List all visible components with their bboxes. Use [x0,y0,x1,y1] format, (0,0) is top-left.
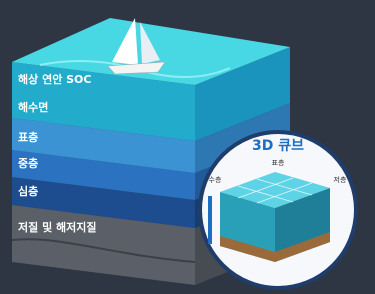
layer-label: 심층 [18,184,38,198]
layer-label: 표층 [18,130,38,144]
cube-top-label: 표층 [272,158,285,167]
cube-right-label: 저층 [334,175,347,184]
cube-title: 3D 큐브 [252,138,304,154]
layer-label: 중층 [18,156,38,170]
layer-label: 저질 및 해저지질 [18,220,97,234]
soc-label: 해상 연안 SOC [18,72,92,86]
layer-label: 해수면 [18,100,48,114]
cube-left-label: 수층 [209,175,222,184]
depth-bar [208,196,212,244]
infographic: 해상 연안 SOC 해수면 표층 중층 심층 저질 및 해저지질 3D 큐브 표… [0,0,375,294]
